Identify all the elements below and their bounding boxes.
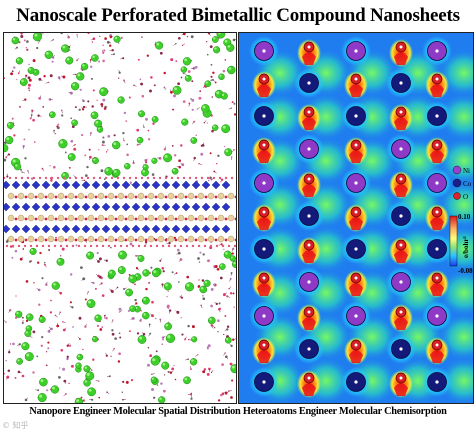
charge-density-panel: Ni Co O 0.10 -0.08 e/bohr³: [238, 32, 474, 404]
green-spheres: [4, 33, 236, 403]
charge-density-map: Ni Co O 0.10 -0.08 e/bohr³: [249, 36, 473, 403]
ni-swatch-icon: [452, 165, 462, 175]
atom-lattice: [249, 36, 452, 398]
colorbar-unit-label: e/bohr³: [462, 236, 470, 258]
watermark: © 知乎: [2, 421, 29, 430]
colorbar-gradient: [449, 215, 458, 267]
o-swatch-icon: [453, 192, 461, 200]
legend-ni-label: Ni: [463, 167, 470, 175]
figure-title: Nanoscale Perforated Bimetallic Compound…: [16, 5, 460, 26]
molecular-distribution-image: [4, 33, 236, 403]
element-legend: Ni Co O: [452, 165, 472, 201]
co-swatch-icon: [452, 178, 462, 188]
legend-o-label: O: [463, 193, 468, 201]
small-molecules: [4, 33, 236, 403]
colorbar-min-label: -0.08: [458, 267, 473, 275]
colorbar: 0.10 -0.08 e/bohr³: [449, 213, 473, 275]
molecular-distribution-panel: [3, 32, 237, 404]
colorbar-max-label: 0.10: [458, 213, 471, 221]
legend-co-label: Co: [463, 180, 472, 188]
nanosheet-layers: [4, 176, 236, 248]
figure-caption: Nanopore Engineer Molecular Spatial Dist…: [29, 406, 447, 417]
